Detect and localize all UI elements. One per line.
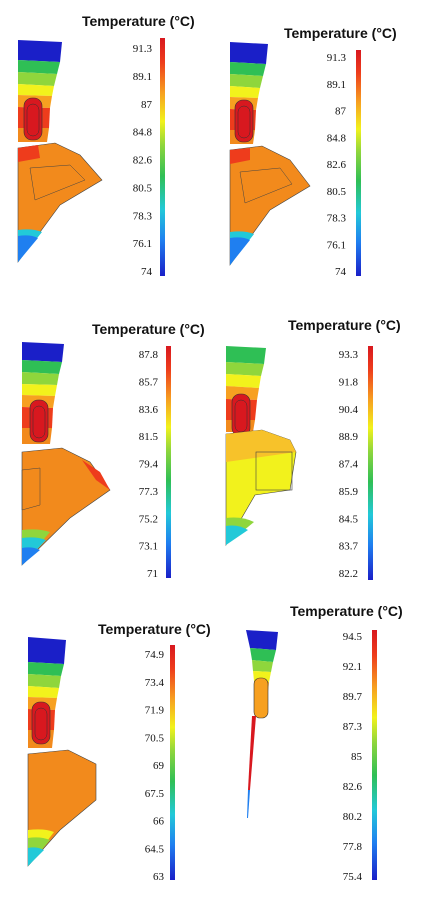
colorbar-tick-label: 76.1 <box>133 238 152 250</box>
panel-1: Temperature (°C) 91.3 89.1 87 84.8 82.6 80.5 7… <box>17 13 195 278</box>
colorbar-tick-label: 91.3 <box>133 43 153 55</box>
colorbar-tick-label: 82.2 <box>339 568 358 580</box>
colorbar-tick-label: 75.4 <box>343 871 363 883</box>
colorbar-tick-label: 76.1 <box>327 239 346 251</box>
colorbar-tick-label: 63 <box>153 871 165 883</box>
colorbar-tick-label: 75.2 <box>139 513 158 525</box>
colorbar-tick-label: 73.4 <box>145 677 165 689</box>
colorbar-tick-label: 80.5 <box>327 186 347 198</box>
colorbar-tick-label: 71.9 <box>145 705 165 717</box>
colorbar <box>368 346 373 580</box>
colorbar-title: Temperature (°C) <box>98 621 211 637</box>
colorbar-tick-label: 74 <box>335 266 347 278</box>
colorbar-tick-label: 67.5 <box>145 788 165 800</box>
colorbar-tick-label: 74 <box>141 266 153 278</box>
colorbar-tick-label: 85.9 <box>339 486 359 498</box>
colorbar-tick-label: 84.8 <box>327 132 347 144</box>
colorbar <box>356 50 361 276</box>
motor-section-3 <box>21 342 111 566</box>
colorbar-tick-label: 88.9 <box>339 431 359 443</box>
colorbar-tick-label: 77.3 <box>139 486 159 498</box>
colorbar-tick-label: 89.1 <box>133 71 152 83</box>
colorbar-tick-label: 91.3 <box>327 52 347 64</box>
colorbar-tick-label: 82.6 <box>133 155 153 167</box>
colorbar-tick-label: 82.6 <box>343 781 363 793</box>
colorbar-tick-label: 70.5 <box>145 732 165 744</box>
colorbar <box>170 645 175 880</box>
colorbar-tick-label: 89.7 <box>343 691 363 703</box>
colorbar-tick-label: 78.3 <box>327 213 347 225</box>
colorbar-tick-label: 80.5 <box>133 182 153 194</box>
colorbar-tick-label: 69 <box>153 760 165 772</box>
panel-4: Temperature (°C) 93.3 91.8 90.4 88.9 87.4 85.… <box>225 317 401 580</box>
colorbar-tick-label: 94.5 <box>343 631 363 643</box>
colorbar-title: Temperature (°C) <box>290 603 403 619</box>
motor-section-5 <box>27 637 97 867</box>
colorbar-tick-label: 87.3 <box>343 721 363 733</box>
colorbar-tick-label: 66 <box>153 816 165 828</box>
colorbar <box>160 38 165 276</box>
colorbar-tick-label: 78.3 <box>133 210 153 222</box>
colorbar-tick-label: 90.4 <box>339 404 359 416</box>
colorbar-tick-label: 87 <box>335 106 347 118</box>
colorbar-tick-label: 79.4 <box>139 459 159 471</box>
motor-section-1 <box>17 40 103 263</box>
colorbar-tick-label: 84.8 <box>133 127 153 139</box>
colorbar-tick-label: 77.8 <box>343 841 363 853</box>
colorbar <box>166 346 171 578</box>
panel-6: Temperature (°C) 94.5 92.1 89.7 87.3 85 82.6 8… <box>246 603 403 883</box>
colorbar-tick-label: 80.2 <box>343 811 362 823</box>
panel-3: Temperature (°C) 87.8 85.7 83.6 81.5 79.4 77.… <box>21 321 205 580</box>
colorbar-tick-label: 71 <box>147 568 158 580</box>
colorbar <box>372 630 377 880</box>
motor-section-6 <box>246 630 278 818</box>
colorbar-tick-label: 81.5 <box>139 431 159 443</box>
colorbar-tick-label: 83.7 <box>339 541 359 553</box>
colorbar-title: Temperature (°C) <box>92 321 205 337</box>
motor-section-2 <box>229 42 311 266</box>
panel-5: Temperature (°C) 74.9 73.4 71.9 70.5 69 67.5 6… <box>27 621 211 883</box>
colorbar-title: Temperature (°C) <box>284 25 397 41</box>
colorbar-tick-label: 83.6 <box>139 404 159 416</box>
panel-2: Temperature (°C) 91.3 89.1 87 84.8 82.6 80.5 7… <box>229 25 397 278</box>
colorbar-tick-label: 73.1 <box>139 541 158 553</box>
colorbar-tick-label: 82.6 <box>327 159 347 171</box>
colorbar-tick-label: 91.8 <box>339 376 359 388</box>
colorbar-title: Temperature (°C) <box>82 13 195 29</box>
colorbar-title: Temperature (°C) <box>288 317 401 333</box>
colorbar-tick-label: 87.4 <box>339 459 359 471</box>
colorbar-tick-label: 87 <box>141 99 153 111</box>
colorbar-tick-label: 89.1 <box>327 79 346 91</box>
colorbar-tick-label: 92.1 <box>343 661 362 673</box>
colorbar-tick-label: 74.9 <box>145 649 165 661</box>
colorbar-tick-label: 85.7 <box>139 376 159 388</box>
colorbar-tick-label: 84.5 <box>339 513 359 525</box>
colorbar-tick-label: 87.8 <box>139 349 159 361</box>
colorbar-tick-label: 85 <box>351 751 363 763</box>
colorbar-tick-label: 93.3 <box>339 349 359 361</box>
motor-section-4 <box>225 346 297 547</box>
colorbar-tick-label: 64.5 <box>145 843 165 855</box>
